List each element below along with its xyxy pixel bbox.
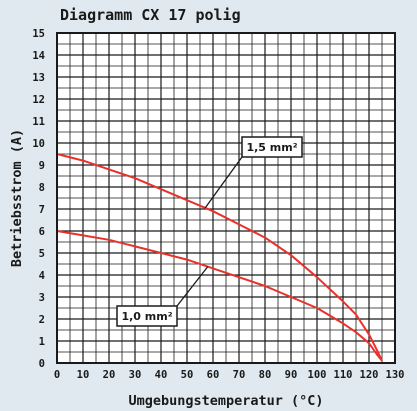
x-tick-label: 90 — [285, 369, 298, 381]
annotation-box — [116, 305, 178, 327]
y-tick-label: 11 — [32, 116, 45, 128]
y-tick-label: 3 — [39, 292, 45, 304]
y-tick-label: 4 — [39, 270, 45, 282]
x-tick-label: 60 — [207, 369, 220, 381]
y-tick-label: 10 — [32, 138, 45, 150]
x-tick-label: 70 — [233, 369, 246, 381]
y-tick-label: 0 — [39, 358, 45, 370]
x-tick-label: 0 — [54, 369, 60, 381]
y-tick-label: 7 — [39, 204, 45, 216]
x-tick-label: 40 — [155, 369, 168, 381]
y-tick-label: 14 — [32, 50, 45, 62]
x-tick-label: 120 — [360, 369, 379, 381]
y-tick-label: 8 — [39, 182, 45, 194]
tick-labels: 0 10 20 30 40 50 60 70 80 90 100 110 120 130012345678… — [32, 28, 404, 381]
annotation-label: 1,0 mm² — [121, 310, 172, 323]
y-tick-label: 5 — [39, 248, 45, 260]
series-line-2 — [56, 230, 383, 362]
y-tick-label: 1 — [39, 336, 45, 348]
y-tick-label: 9 — [39, 160, 45, 172]
x-tick-label: 130 — [386, 369, 405, 381]
x-tick-label: 20 — [103, 369, 116, 381]
x-tick-label: 100 — [308, 369, 327, 381]
x-tick-label: 10 — [77, 369, 90, 381]
y-tick-label: 13 — [32, 72, 45, 84]
annotation-leader — [176, 266, 209, 307]
series-line-1 — [56, 153, 383, 362]
x-tick-label: 110 — [334, 369, 353, 381]
annotations: 1,5 mm² 1,0 mm² — [116, 136, 303, 327]
y-tick-label: 6 — [39, 226, 45, 238]
x-tick-label: 80 — [259, 369, 272, 381]
x-tick-label: 50 — [181, 369, 194, 381]
chart-title: Diagramm CX 17 polig — [60, 6, 241, 24]
annotation-box — [241, 136, 303, 158]
plot-frame — [56, 32, 396, 364]
annotation-leader — [204, 156, 243, 209]
y-tick-label: 12 — [32, 94, 45, 106]
series-lines — [56, 153, 383, 362]
y-tick-label: 15 — [32, 28, 45, 40]
x-axis-label: Umgebungstemperatur (°C) — [128, 393, 323, 409]
y-tick-label: 2 — [39, 314, 45, 326]
annotation-label: 1,5 mm² — [246, 141, 297, 154]
y-axis-label: Betriebsstrom (A) — [9, 129, 25, 267]
x-tick-label: 30 — [129, 369, 142, 381]
